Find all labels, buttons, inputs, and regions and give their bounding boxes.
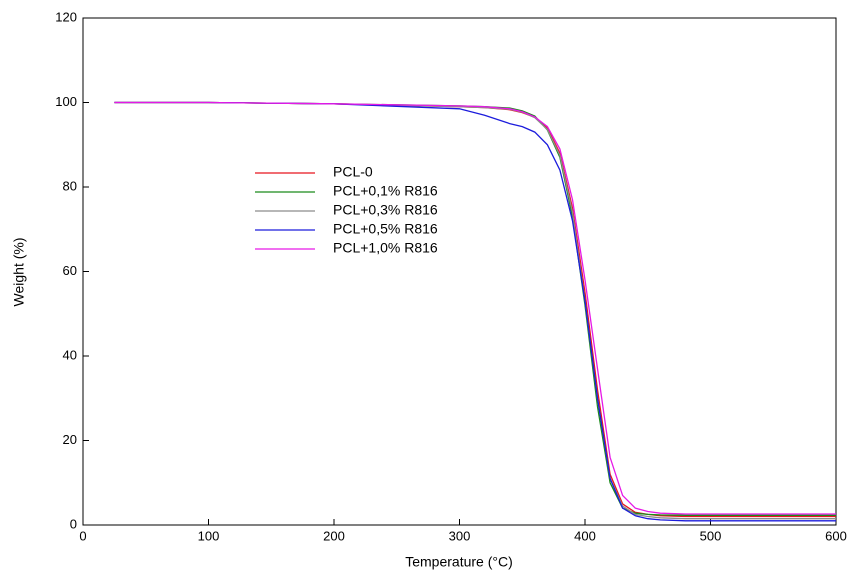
legend-text: PCL+0,5% R816 [333, 221, 438, 237]
x-tick-label: 500 [700, 528, 722, 543]
plot-frame [82, 17, 837, 526]
y-tick-label: 0 [70, 516, 77, 531]
y-tick-label: 120 [55, 9, 77, 24]
series-line [114, 101, 836, 520]
y-tick-label: 60 [63, 263, 77, 278]
series-line [114, 101, 836, 518]
x-tick-label: 400 [574, 528, 596, 543]
series-line [114, 101, 836, 522]
x-tick-label: 600 [825, 528, 847, 543]
y-tick-label: 80 [63, 178, 77, 193]
x-axis-label: Temperature (°C) [405, 554, 513, 570]
legend-text: PCL-0 [333, 164, 373, 180]
legend-text: PCL+0,1% R816 [333, 183, 438, 199]
series-line [114, 101, 836, 515]
x-tick-label: 200 [323, 528, 345, 543]
x-tick-label: 300 [449, 528, 471, 543]
y-axis-label: Weight (%) [11, 238, 27, 307]
x-tick-label: 0 [79, 528, 86, 543]
series-line [114, 101, 836, 516]
y-tick-label: 20 [63, 432, 77, 447]
legend-text: PCL+1,0% R816 [333, 240, 438, 256]
y-tick-label: 100 [55, 94, 77, 109]
y-tick-label: 40 [63, 347, 77, 362]
legend-text: PCL+0,3% R816 [333, 202, 438, 218]
x-tick-label: 100 [198, 528, 220, 543]
